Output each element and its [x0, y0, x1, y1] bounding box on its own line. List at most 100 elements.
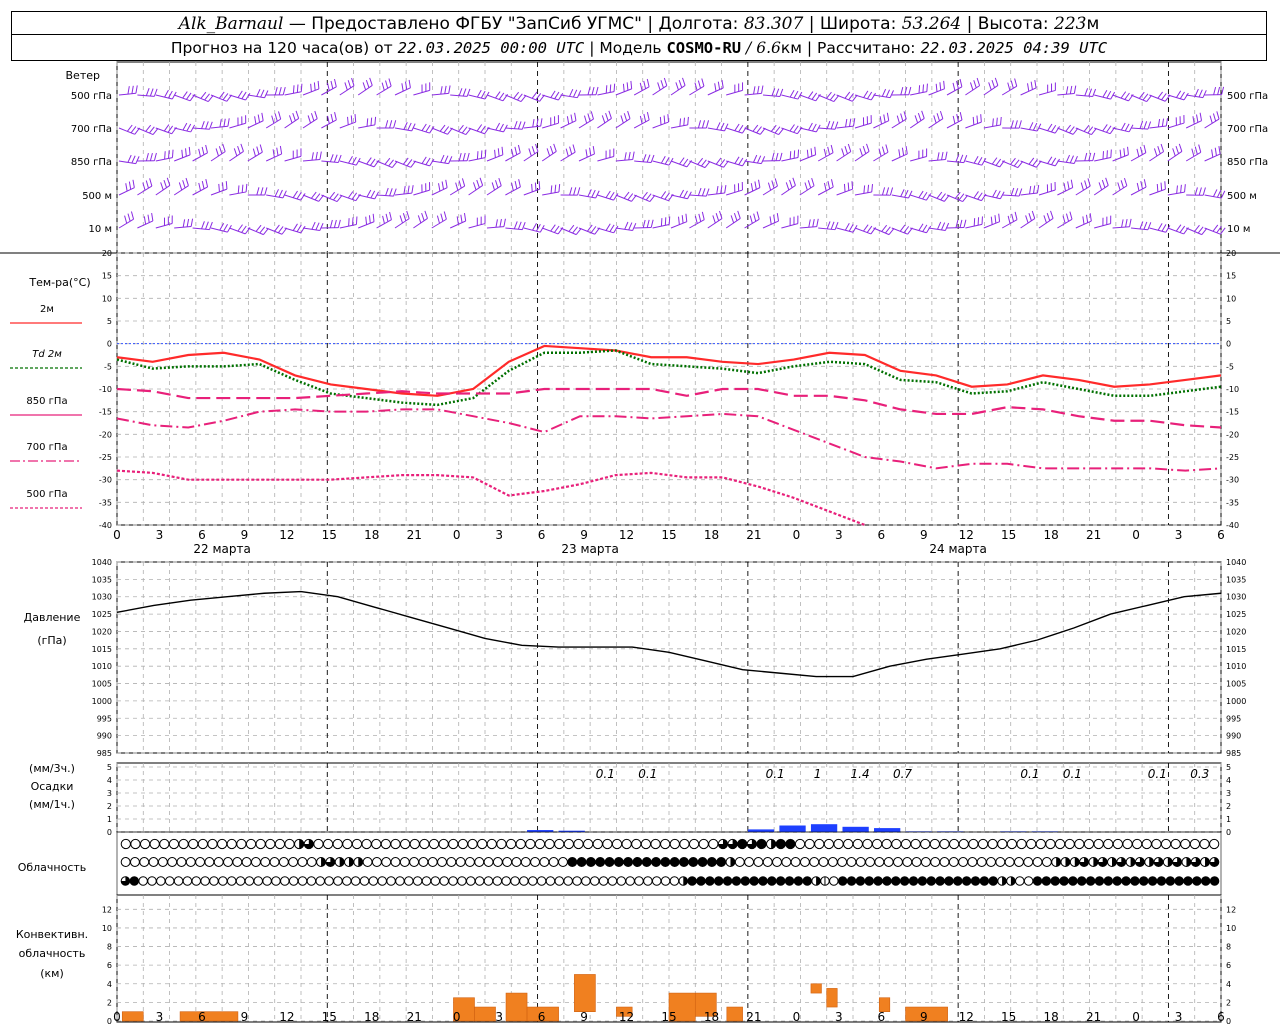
wind-barb-shaft [174, 226, 192, 229]
wind-barb-shaft [1167, 227, 1184, 235]
cloud-cover-symbol [390, 838, 401, 850]
conv-bar [826, 988, 838, 1008]
cloud-cover-symbol [766, 838, 777, 850]
wind-barb-shaft [523, 125, 541, 129]
wind-barb-feather [682, 77, 686, 86]
wind-barb-shaft [799, 154, 816, 162]
wind-barb-feather [332, 193, 339, 201]
hour-label: 3 [1175, 528, 1183, 542]
wind-barb-feather [458, 88, 463, 96]
wind-barb-feather [904, 189, 909, 198]
wind-barb-feather [939, 82, 942, 91]
cloud-cover-symbol [563, 838, 574, 850]
wind-barb-feather [513, 91, 520, 99]
wind-barb-feather [274, 189, 279, 197]
wind-barb-shaft [247, 151, 263, 162]
cloud-fill [339, 857, 345, 867]
cloud-cover-symbol [641, 857, 652, 867]
cloud-circle [438, 838, 449, 850]
wind-barb-feather [900, 189, 905, 197]
wind-barb-feather [905, 145, 908, 155]
cloud-cover-symbol [527, 876, 538, 886]
cloud-circle [483, 876, 494, 886]
wind-barb-feather [237, 145, 241, 154]
cloud-circle [176, 857, 187, 867]
wind-barb-shaft [891, 118, 907, 129]
conv-bar [726, 1006, 743, 1022]
cloud-cover-symbol [1032, 857, 1043, 867]
cloud-cover-symbol [669, 857, 680, 867]
wind-barb-feather [310, 191, 317, 199]
wind-barb-feather [241, 184, 244, 193]
temp-tick-left: 0 [107, 340, 112, 349]
cloud-cover-symbol [767, 876, 777, 886]
cloud-cover-symbol [651, 857, 662, 867]
wind-barb-shaft [1149, 151, 1164, 162]
wind-barb-feather [977, 156, 983, 165]
cloud-cover-symbol [837, 857, 848, 867]
wind-barb-shaft [118, 127, 135, 135]
cloud-fill [1002, 876, 1007, 886]
wind-barb-feather [715, 213, 720, 221]
lat-value: 53.264 [901, 14, 962, 34]
wind-barb-shaft [910, 194, 927, 201]
cloud-circle [147, 876, 157, 886]
wind-barb-feather [233, 148, 238, 157]
wind-barb-feather [981, 157, 987, 166]
cloud-cover-symbol [159, 838, 170, 850]
cloud-circle [412, 876, 423, 886]
wind-barb-feather [181, 149, 184, 158]
cloud-circle [809, 857, 820, 867]
precip-sum-label: 0.1 [1020, 767, 1039, 781]
cloud-cover-symbol [785, 838, 796, 850]
cloud-circle [218, 876, 228, 886]
wind-barb-feather [1156, 183, 1159, 192]
wind-barb-feather [613, 225, 619, 234]
cloud-circle [634, 876, 644, 886]
conv-tick-right: 4 [1226, 980, 1231, 989]
temp-tick-left: 15 [102, 272, 112, 281]
wind-barb-feather [205, 179, 209, 188]
wind-barb-feather [550, 90, 556, 98]
cloud-circle [1064, 838, 1075, 850]
wind-barb-shaft [1167, 151, 1183, 162]
cloud-circle [306, 876, 317, 886]
cloud-circle [781, 857, 792, 867]
cloud-circle [784, 876, 795, 886]
wind-barb-feather [1157, 91, 1163, 99]
wind-barb-feather [461, 126, 468, 134]
hour-label-bottom: 15 [322, 1010, 337, 1024]
cloud-cover-symbol [1059, 876, 1069, 886]
cloud-cover-symbol [315, 876, 325, 886]
wind-barb-feather [569, 187, 573, 196]
wind-barb-feather [186, 218, 190, 227]
cloud-circle [708, 838, 719, 850]
pressure-tick-right: 1035 [1226, 575, 1246, 584]
wind-barb-shaft [725, 218, 741, 229]
wind-barb-feather [131, 85, 134, 94]
wind-barb-feather [429, 126, 435, 134]
wind-barb-shaft [781, 185, 796, 196]
wind-barb-feather [1191, 148, 1195, 157]
wind-barb-feather [1161, 224, 1167, 232]
wind-barb-feather [1120, 91, 1127, 99]
wind-barb-feather [441, 181, 445, 190]
wind-barb-feather [1178, 143, 1183, 152]
conv-tick-right: 6 [1226, 961, 1231, 970]
cloud-cover-symbol [1045, 838, 1056, 850]
wind-barb-shaft [615, 194, 632, 202]
precip-tick-left: 4 [107, 776, 112, 785]
wind-barb-feather [476, 179, 480, 188]
cloud-circle [899, 876, 910, 886]
wind-barb-feather [480, 90, 486, 99]
wind-barb-feather [185, 177, 189, 186]
cloud-cover-symbol [455, 857, 466, 867]
wind-barb-feather [568, 224, 575, 232]
wind-barb-feather [369, 77, 373, 86]
wind-barb-feather [936, 191, 943, 199]
cloud-cover-symbol [1094, 876, 1105, 886]
wind-barb-shaft [192, 94, 209, 103]
cloud-cover-symbol [696, 876, 706, 886]
wind-barb-feather [1160, 143, 1165, 152]
wind-barb-feather [425, 157, 431, 166]
